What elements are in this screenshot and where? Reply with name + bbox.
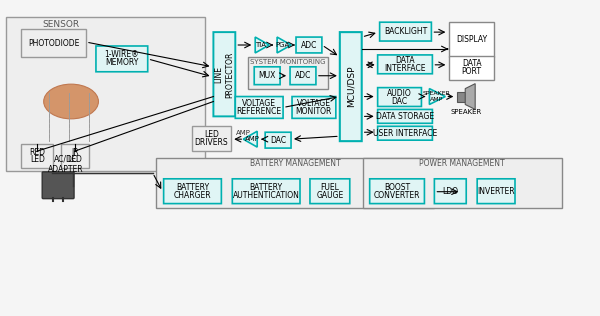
FancyBboxPatch shape	[290, 67, 316, 85]
Text: INVERTER: INVERTER	[477, 187, 515, 196]
Text: PORT: PORT	[462, 67, 482, 76]
Text: PHOTODIODE: PHOTODIODE	[28, 39, 79, 47]
Text: BATTERY MANAGEMENT: BATTERY MANAGEMENT	[250, 160, 340, 168]
FancyBboxPatch shape	[370, 179, 424, 204]
Text: DATA: DATA	[395, 56, 415, 65]
Text: LDO: LDO	[442, 187, 458, 196]
Text: DATA STORAGE: DATA STORAGE	[376, 112, 434, 121]
Text: AMP: AMP	[236, 130, 251, 136]
Text: GAUGE: GAUGE	[316, 191, 343, 200]
Text: INTERFACE: INTERFACE	[384, 64, 426, 73]
FancyBboxPatch shape	[42, 172, 74, 199]
Text: MONITOR: MONITOR	[296, 107, 332, 116]
Text: DATA: DATA	[462, 59, 482, 68]
Text: USER INTERFACE: USER INTERFACE	[373, 129, 437, 138]
Bar	[449, 56, 494, 80]
Text: PGA: PGA	[275, 42, 289, 48]
FancyBboxPatch shape	[377, 126, 433, 140]
Text: DISPLAY: DISPLAY	[456, 35, 487, 44]
Bar	[21, 144, 53, 168]
Polygon shape	[277, 37, 291, 53]
Bar	[457, 92, 465, 101]
FancyBboxPatch shape	[164, 179, 221, 204]
Text: POWER MANAGEMENT: POWER MANAGEMENT	[419, 160, 505, 168]
Text: LINE
PROTECTOR: LINE PROTECTOR	[215, 52, 234, 98]
Text: MCU/DSP: MCU/DSP	[346, 66, 355, 107]
Text: AC/DC
ADAPTER: AC/DC ADAPTER	[48, 154, 84, 174]
Text: SYSTEM MONITORING: SYSTEM MONITORING	[250, 59, 326, 65]
FancyBboxPatch shape	[232, 179, 300, 204]
Text: DRIVERS: DRIVERS	[194, 138, 228, 147]
Text: RED: RED	[29, 148, 45, 156]
Ellipse shape	[44, 84, 98, 119]
Text: BATTERY: BATTERY	[250, 183, 283, 192]
Bar	[248, 57, 328, 88]
Polygon shape	[430, 88, 445, 105]
Text: BACKLIGHT: BACKLIGHT	[384, 27, 427, 36]
Text: SPEAKER: SPEAKER	[451, 109, 482, 115]
Text: VOLTAGE: VOLTAGE	[242, 99, 276, 108]
Text: MUX: MUX	[259, 71, 276, 80]
Polygon shape	[465, 84, 475, 109]
Text: DAC: DAC	[391, 96, 407, 106]
Text: VOLTAGE: VOLTAGE	[297, 99, 331, 108]
Text: LED: LED	[68, 155, 82, 165]
Text: LED: LED	[204, 130, 219, 139]
Bar	[61, 144, 89, 168]
Text: BATTERY: BATTERY	[176, 183, 209, 192]
Text: AUTHENTICATION: AUTHENTICATION	[233, 191, 299, 200]
Text: AMP: AMP	[245, 136, 260, 142]
FancyBboxPatch shape	[96, 46, 148, 72]
Bar	[7, 17, 205, 171]
Text: MEMORY: MEMORY	[105, 58, 139, 67]
Bar	[449, 22, 494, 57]
Text: AUDIO: AUDIO	[387, 88, 412, 98]
FancyBboxPatch shape	[292, 97, 336, 118]
FancyBboxPatch shape	[377, 55, 433, 74]
FancyBboxPatch shape	[265, 132, 291, 148]
Text: FUEL: FUEL	[320, 183, 339, 192]
FancyBboxPatch shape	[434, 179, 466, 204]
Bar	[21, 29, 86, 57]
FancyBboxPatch shape	[380, 22, 431, 41]
Text: LED: LED	[30, 155, 44, 165]
Text: BOOST: BOOST	[384, 183, 410, 192]
Text: 1-WIRE®: 1-WIRE®	[104, 51, 139, 59]
FancyBboxPatch shape	[377, 109, 433, 123]
FancyBboxPatch shape	[254, 67, 280, 85]
Text: ADC: ADC	[295, 71, 311, 80]
FancyBboxPatch shape	[377, 88, 421, 106]
Text: CHARGER: CHARGER	[173, 191, 211, 200]
FancyBboxPatch shape	[235, 97, 283, 118]
FancyBboxPatch shape	[310, 179, 350, 204]
Text: CONVERTER: CONVERTER	[374, 191, 420, 200]
Bar	[363, 158, 562, 208]
Polygon shape	[243, 131, 257, 147]
Text: SPEAKER
AMP: SPEAKER AMP	[422, 91, 451, 102]
Text: REFERENCE: REFERENCE	[236, 107, 282, 116]
Bar	[191, 126, 232, 151]
Bar	[155, 158, 434, 208]
Text: IR: IR	[71, 148, 79, 156]
FancyBboxPatch shape	[296, 37, 322, 53]
FancyBboxPatch shape	[214, 32, 235, 116]
FancyBboxPatch shape	[477, 179, 515, 204]
Text: TIA: TIA	[254, 42, 266, 48]
Text: ADC: ADC	[301, 40, 317, 50]
Text: SENSOR: SENSOR	[43, 20, 80, 29]
FancyBboxPatch shape	[340, 32, 362, 141]
Text: DAC: DAC	[270, 136, 286, 145]
Polygon shape	[255, 37, 269, 53]
